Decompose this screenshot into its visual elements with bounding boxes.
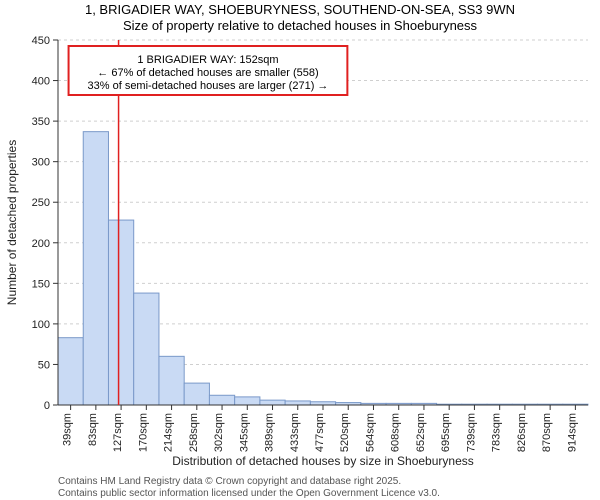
y-tick-label: 50	[38, 359, 50, 371]
x-tick-label: 826sqm	[516, 413, 528, 452]
property-size-chart: 1, BRIGADIER WAY, SHOEBURYNESS, SOUTHEND…	[0, 0, 600, 500]
bar	[285, 401, 310, 405]
bar	[184, 383, 209, 405]
bar	[134, 293, 159, 405]
x-tick-label: 345sqm	[238, 413, 250, 452]
x-axis-label: Distribution of detached houses by size …	[172, 454, 474, 468]
annotation-line: 1 BRIGADIER WAY: 152sqm	[137, 54, 278, 66]
bar	[58, 338, 83, 405]
y-axis-label: Number of detached properties	[5, 140, 19, 305]
x-tick-label: 214sqm	[163, 413, 175, 452]
x-tick-label: 477sqm	[314, 413, 326, 452]
x-tick-label: 170sqm	[137, 413, 149, 452]
x-tick-label: 870sqm	[541, 413, 553, 452]
y-tick-label: 250	[32, 197, 50, 209]
bar	[260, 400, 285, 405]
chart-title-line1: 1, BRIGADIER WAY, SHOEBURYNESS, SOUTHEND…	[85, 2, 515, 17]
footer-line2: Contains public sector information licen…	[58, 488, 440, 499]
bar	[108, 220, 133, 405]
x-tick-label: 389sqm	[264, 413, 276, 452]
annotation-line: 33% of semi-detached houses are larger (…	[88, 80, 329, 92]
x-tick-label: 39sqm	[62, 413, 74, 446]
x-tick-label: 564sqm	[364, 413, 376, 452]
footer-line1: Contains HM Land Registry data © Crown c…	[58, 476, 401, 487]
bar	[159, 356, 184, 405]
x-tick-label: 652sqm	[415, 413, 427, 452]
chart-title-line2: Size of property relative to detached ho…	[123, 18, 478, 33]
x-tick-label: 433sqm	[289, 413, 301, 452]
x-tick-label: 302sqm	[213, 413, 225, 452]
bar	[83, 132, 108, 405]
annotation-line: ← 67% of detached houses are smaller (55…	[97, 67, 318, 79]
y-tick-label: 300	[32, 157, 50, 169]
y-tick-label: 400	[32, 76, 50, 88]
y-tick-label: 150	[32, 278, 50, 290]
x-tick-label: 783sqm	[491, 413, 503, 452]
x-tick-label: 520sqm	[339, 413, 351, 452]
y-tick-label: 100	[32, 319, 50, 331]
y-tick-label: 0	[44, 400, 50, 412]
x-tick-label: 608sqm	[390, 413, 402, 452]
x-tick-label: 258sqm	[188, 413, 200, 452]
bar	[209, 395, 234, 405]
y-tick-label: 350	[32, 116, 50, 128]
y-tick-label: 450	[32, 35, 50, 47]
y-tick-label: 200	[32, 238, 50, 250]
x-tick-label: 914sqm	[566, 413, 578, 452]
chart-svg: 1, BRIGADIER WAY, SHOEBURYNESS, SOUTHEND…	[0, 0, 600, 500]
x-tick-label: 83sqm	[87, 413, 99, 446]
x-tick-label: 739sqm	[465, 413, 477, 452]
x-tick-label: 127sqm	[112, 413, 124, 452]
bar	[235, 397, 260, 405]
x-tick-label: 695sqm	[440, 413, 452, 452]
annotation-box: 1 BRIGADIER WAY: 152sqm← 67% of detached…	[69, 46, 348, 95]
